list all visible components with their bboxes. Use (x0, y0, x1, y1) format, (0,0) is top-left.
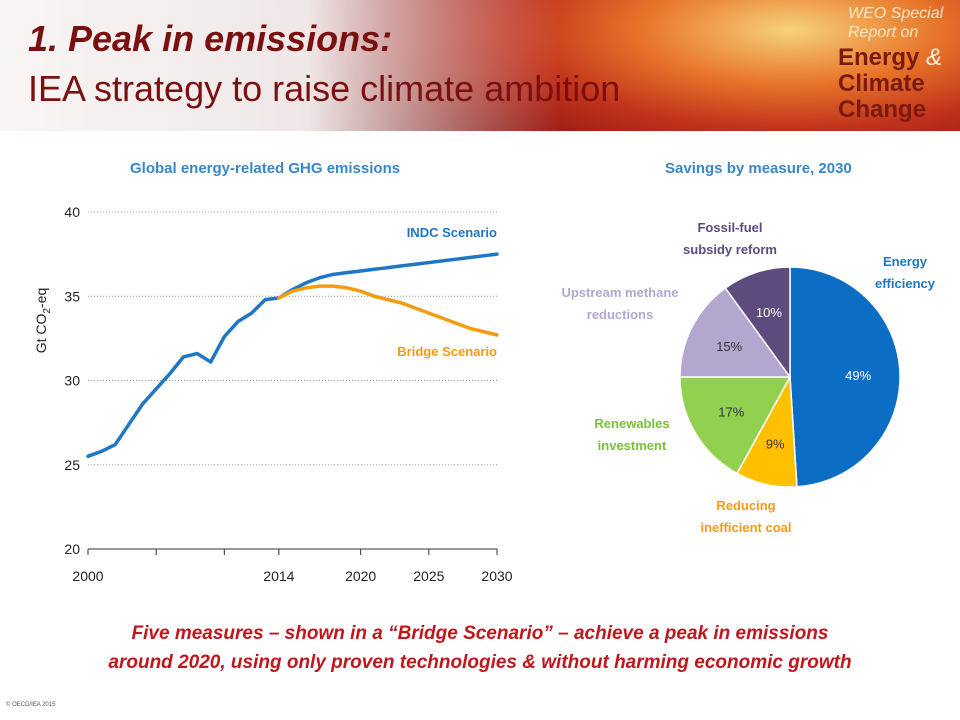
report-amp: & (926, 44, 943, 71)
report-energy: Energy (838, 44, 920, 71)
report-badge-small: WEO Special Report on (848, 4, 943, 42)
pie-value-label-2: 17% (718, 405, 744, 420)
report-small-line2: Report on (848, 24, 919, 41)
pie-value-label-1: 9% (766, 437, 785, 452)
report-change: Change (838, 96, 927, 123)
x-tick-label-2000: 2000 (72, 568, 103, 584)
pie-legend-label-3: Upstream methane reductions (561, 285, 678, 322)
y-tick-label-25: 25 (64, 457, 80, 473)
caption-line2: around 2020, using only proven technolog… (108, 652, 852, 673)
pie-chart-title: Savings by measure, 2030 (665, 160, 852, 177)
x-tick-label-2030: 2030 (481, 568, 512, 584)
report-small-line1: WEO Special (848, 5, 944, 22)
copyright: © OECD/IEA 2015 (6, 702, 56, 708)
pie-value-label-4: 10% (756, 305, 782, 320)
slide-title: 1. Peak in emissions: (28, 18, 393, 59)
y-tick-label-35: 35 (64, 288, 80, 304)
series-label-0: INDC Scenario (407, 225, 497, 240)
caption-line1: Five measures – shown in a “Bridge Scena… (131, 623, 829, 644)
pie-slice-0 (789, 266, 901, 488)
y-tick-label-30: 30 (64, 373, 80, 389)
report-climate: Climate (838, 70, 925, 97)
pie-legend-label-1: Reducing inefficient coal (700, 498, 791, 535)
pie-chart: 49% Energy efficiency 9% Reducing inefficient… (561, 220, 936, 535)
slide-subtitle: IEA strategy to raise climate ambition (28, 68, 621, 109)
pie-legend-label-2: Renewables investment (594, 416, 669, 453)
pie-value-label-3: 15% (716, 339, 742, 354)
series-label-1: Bridge Scenario (397, 344, 497, 359)
y-axis-label: Gt CO2-eq (33, 288, 53, 353)
x-tick-label-2014: 2014 (263, 568, 294, 584)
header-fade (0, 0, 560, 131)
pie-value-label-0: 49% (845, 368, 871, 383)
report-badge-title: Energy & Climate Change (838, 45, 942, 123)
y-tick-label-40: 40 (64, 204, 80, 220)
pie-legend-label-4: Fossil-fuel subsidy reform (683, 220, 777, 257)
pie-slice-4 (724, 266, 791, 380)
line-chart-title: Global energy-related GHG emissions (130, 160, 401, 177)
pie-slice-3 (679, 286, 792, 378)
pie-legend-label-0: Energy efficiency (875, 254, 936, 291)
x-tick-label-2020: 2020 (345, 568, 376, 584)
pie-slice-2 (679, 376, 792, 475)
x-tick-label-2025: 2025 (413, 568, 444, 584)
series-line-1 (277, 284, 499, 337)
y-tick-label-20: 20 (64, 541, 80, 557)
